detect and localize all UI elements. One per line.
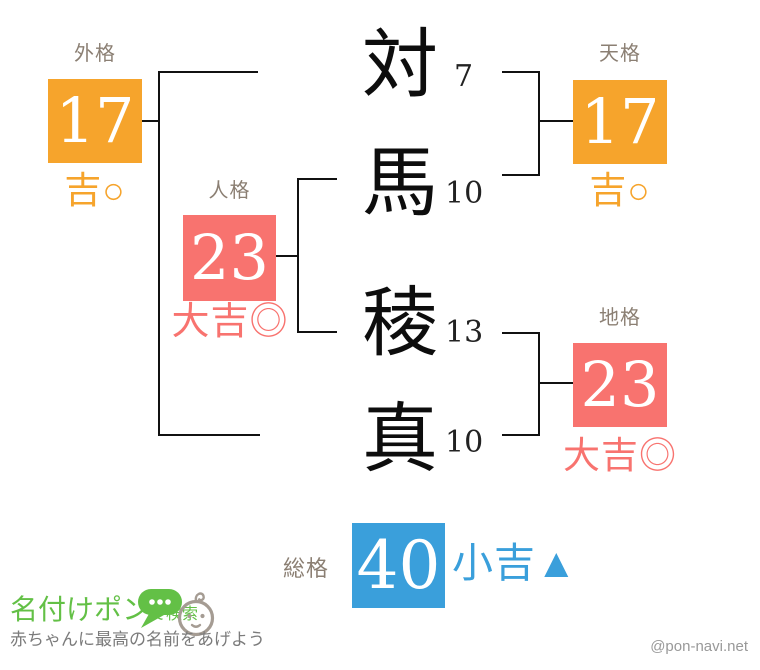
jinkaku-bracket-top-line	[297, 178, 337, 180]
jinkaku-box-connector-line	[276, 255, 299, 257]
tagline-text: 赤ちゃんに最高の名前をあげよう	[10, 630, 265, 649]
name-char-2: 馬	[362, 138, 438, 227]
name-char-1: 対	[362, 20, 438, 109]
jinkaku-label: 人格	[208, 180, 251, 202]
stroke-count-4: 10	[445, 425, 484, 460]
chikaku-fortune: 大吉◎	[563, 435, 677, 476]
soukaku-label: 総格	[283, 556, 330, 581]
gaikaku-label: 外格	[74, 43, 116, 65]
credit-text: @pon-navi.net	[650, 638, 748, 655]
tenkaku-label: 天格	[599, 43, 641, 65]
tenkaku-bracket-vert-line	[538, 71, 540, 176]
gaikaku-box-connector-line	[142, 120, 160, 122]
tenkaku-value-box: 17	[573, 80, 667, 164]
jinkaku-value-box: 23	[183, 215, 276, 301]
chikaku-bracket-vert-line	[538, 332, 540, 436]
logo-mark	[138, 589, 215, 637]
stroke-count-1: 7	[454, 59, 474, 94]
tenkaku-fortune: 吉○	[589, 170, 651, 211]
stroke-count-3: 13	[445, 315, 484, 350]
tenkaku-box-connector-line	[538, 120, 573, 122]
baby-face-icon	[177, 592, 215, 637]
soukaku-fortune: 小吉▲	[452, 540, 578, 586]
gaikaku-bracket-vert-line	[158, 71, 160, 436]
name-char-3: 稜	[362, 278, 438, 367]
chikaku-value-box: 23	[573, 343, 667, 427]
chikaku-label: 地格	[599, 307, 641, 329]
tenkaku-bracket-top-line	[502, 71, 540, 73]
chikaku-bracket-top-line	[502, 332, 540, 334]
gaikaku-fortune: 吉○	[64, 170, 126, 211]
chikaku-box-connector-line	[538, 382, 573, 384]
logo-text-row: 名付けポンで検索	[10, 596, 198, 624]
gaikaku-value-box: 17	[48, 79, 142, 163]
tenkaku-bracket-bottom-line	[502, 174, 540, 176]
logo-brand-text: 名付けポン	[10, 594, 151, 625]
stroke-count-2: 10	[445, 176, 484, 211]
jinkaku-fortune: 大吉◎	[171, 301, 289, 343]
soukaku-value-box: 40	[352, 523, 445, 608]
gaikaku-bracket-bottom-line	[158, 434, 260, 436]
gaikaku-bracket-top-line	[158, 71, 258, 73]
speech-bubble-icon	[138, 589, 182, 628]
jinkaku-bracket-bottom-line	[297, 331, 337, 333]
name-char-4: 真	[362, 394, 438, 483]
chikaku-bracket-bottom-line	[502, 434, 540, 436]
